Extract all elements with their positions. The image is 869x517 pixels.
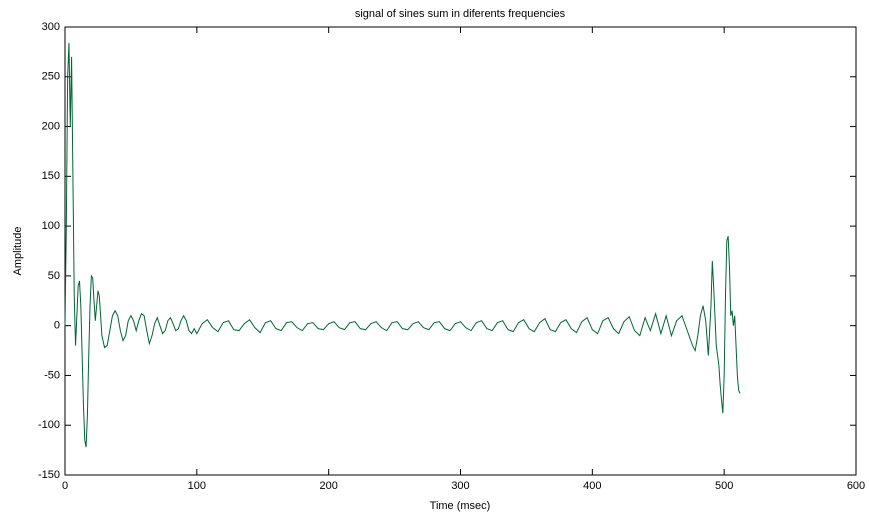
chart-title: signal of sines sum in diferents frequen… xyxy=(355,8,566,20)
y-tick-label: 100 xyxy=(42,220,60,232)
x-tick-label: 500 xyxy=(715,480,733,492)
x-axis-label: Time (msec) xyxy=(430,500,491,512)
x-tick-label: 0 xyxy=(62,480,68,492)
x-tick-label: 600 xyxy=(847,480,865,492)
y-tick-label: 200 xyxy=(42,120,60,132)
signal-line xyxy=(64,42,741,448)
y-tick-label: 50 xyxy=(48,270,60,282)
y-tick-label: 150 xyxy=(42,170,60,182)
y-axis-label: Amplitude xyxy=(12,227,24,276)
y-tick-label: 250 xyxy=(42,71,60,83)
y-tick-label: -150 xyxy=(38,469,60,481)
x-tick-label: 400 xyxy=(583,480,601,492)
x-tick-label: 200 xyxy=(319,480,337,492)
y-tick-label: 300 xyxy=(42,21,60,33)
x-tick-label: 100 xyxy=(188,480,206,492)
y-tick-label: -50 xyxy=(44,369,60,381)
y-tick-label: -100 xyxy=(38,419,60,431)
y-tick-label: 0 xyxy=(54,320,60,332)
x-tick-label: 300 xyxy=(451,480,469,492)
